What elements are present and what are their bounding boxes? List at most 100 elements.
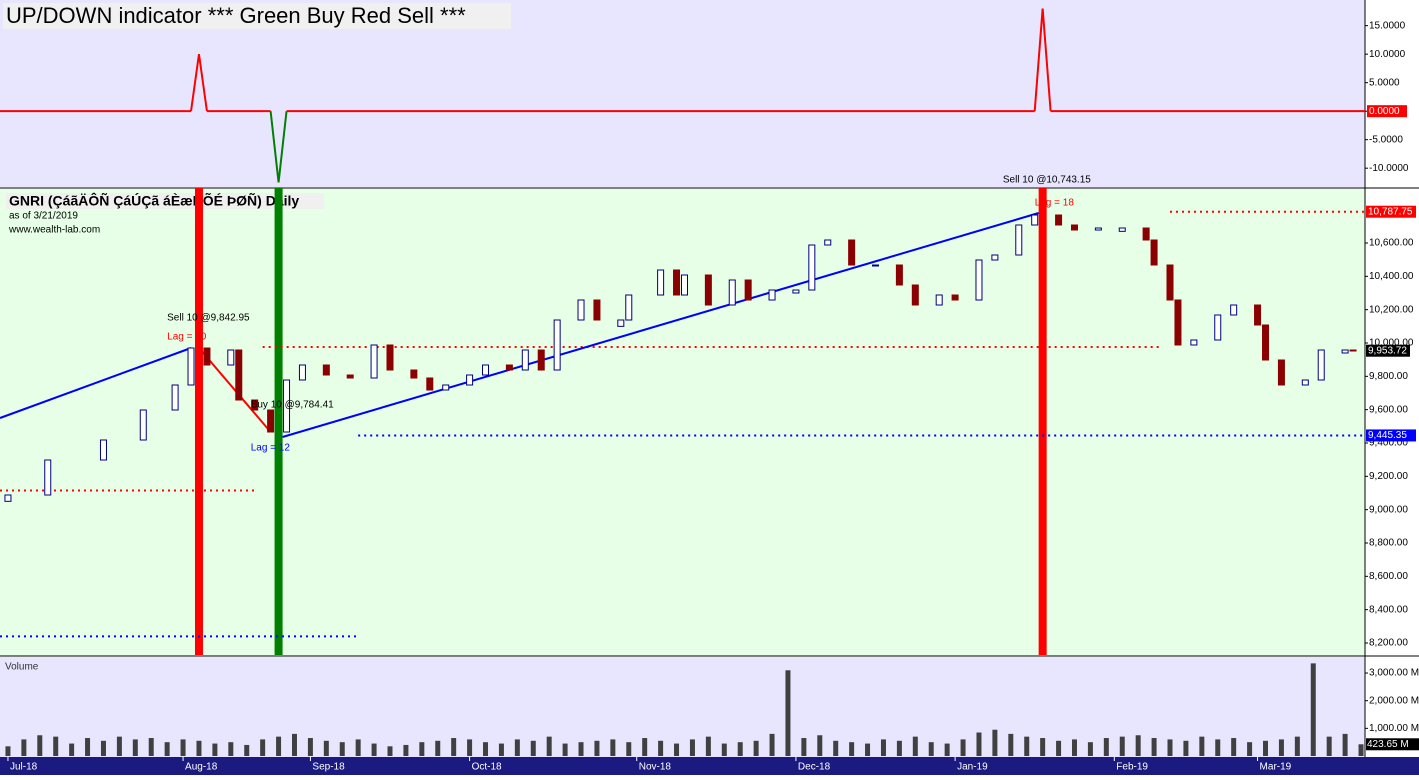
candle xyxy=(673,269,681,296)
candle xyxy=(1070,224,1078,231)
title-bg xyxy=(6,193,324,209)
candle xyxy=(951,294,959,301)
candle xyxy=(593,299,601,321)
y-tick-label: 2,000.00 M xyxy=(1369,695,1419,706)
candle xyxy=(1230,304,1238,316)
y-tick-label: 9,600.00 xyxy=(1369,404,1408,415)
candle xyxy=(1317,349,1325,381)
volume-bar xyxy=(212,743,218,756)
volume-bar xyxy=(1215,739,1221,756)
x-tick-label: Nov-18 xyxy=(639,762,672,773)
volume-bar xyxy=(419,742,425,756)
volume-bar xyxy=(291,733,297,756)
volume-bar xyxy=(594,740,600,756)
x-tick-label: Aug-18 xyxy=(185,762,218,773)
candle xyxy=(1118,227,1126,232)
price-pane xyxy=(0,189,1365,656)
x-tick-label: Feb-19 xyxy=(1116,762,1148,773)
volume-bar xyxy=(1231,738,1237,756)
volume-bar xyxy=(21,739,27,756)
y-tick-label: 9,400.00 xyxy=(1369,438,1408,449)
price-subtitle: as of 3/21/2019 xyxy=(9,211,78,222)
volume-bar xyxy=(674,743,680,756)
volume-bar xyxy=(339,742,345,756)
volume-bar xyxy=(896,740,902,756)
candle xyxy=(442,384,450,391)
candle xyxy=(203,347,211,366)
candle xyxy=(537,349,545,371)
candle xyxy=(895,264,903,286)
volume-bar xyxy=(260,739,266,756)
volume-title: Volume xyxy=(5,662,39,673)
volume-bar xyxy=(1087,742,1093,756)
candle xyxy=(975,259,983,301)
volume-bar xyxy=(944,743,950,756)
candle xyxy=(1254,304,1262,326)
volume-bar xyxy=(912,736,918,756)
y-tick-label: 3,000.00 M xyxy=(1369,668,1419,679)
last-label-bg xyxy=(1366,738,1419,751)
candle xyxy=(482,364,490,376)
volume-bar xyxy=(498,743,504,756)
volume-bar xyxy=(1119,736,1125,756)
candle xyxy=(505,364,513,371)
volume-bar xyxy=(387,746,393,756)
volume-bar xyxy=(1342,733,1348,756)
volume-bar xyxy=(100,740,106,756)
volume-bar xyxy=(1294,736,1300,756)
candle xyxy=(1341,349,1349,354)
volume-bar xyxy=(992,729,998,756)
candle xyxy=(1349,349,1357,352)
volume-bar xyxy=(801,738,807,756)
volume-bar xyxy=(164,742,170,756)
volume-bar xyxy=(705,736,711,756)
y-tick-label: 10.0000 xyxy=(1369,49,1406,60)
level-label-bg xyxy=(1366,429,1416,442)
title-bg xyxy=(3,3,511,29)
candle xyxy=(1166,264,1174,301)
level-label-bg xyxy=(1366,205,1416,218)
signal-bar xyxy=(194,188,203,655)
volume-bar xyxy=(196,740,202,756)
x-tick-label: Jul-18 xyxy=(10,762,38,773)
volume-bar xyxy=(371,743,377,756)
y-tick-label: 8,600.00 xyxy=(1369,571,1408,582)
x-tick-label: Mar-19 xyxy=(1260,762,1292,773)
candle xyxy=(139,409,147,441)
volume-bar xyxy=(1103,738,1109,756)
level-label: 9,445.35 xyxy=(1368,430,1407,441)
indicator-segment xyxy=(190,54,200,112)
candle xyxy=(848,239,856,266)
volume-bar xyxy=(737,742,743,756)
candle xyxy=(1142,227,1150,241)
y-tick-label: 10,400.00 xyxy=(1369,271,1414,282)
candle xyxy=(625,294,633,321)
volume-bar xyxy=(85,738,91,756)
candle xyxy=(4,494,12,502)
volume-bar xyxy=(1199,736,1205,756)
candle xyxy=(426,377,434,391)
volume-bar xyxy=(785,670,791,756)
volume-bar xyxy=(753,740,759,756)
volume-bar xyxy=(1247,742,1253,756)
candle xyxy=(44,459,52,496)
y-tick-label: 10,600.00 xyxy=(1369,238,1414,249)
candle xyxy=(322,364,330,376)
annotation: Sell 10 @10,743.15 xyxy=(1003,175,1091,186)
volume-bar xyxy=(976,732,982,756)
candle xyxy=(466,374,474,386)
volume-bar xyxy=(467,739,473,756)
volume-bar xyxy=(880,739,886,756)
volume-bar xyxy=(1135,735,1141,756)
candle xyxy=(824,239,832,246)
y-tick-label: 8,200.00 xyxy=(1369,638,1408,649)
y-tick-label: 15.0000 xyxy=(1369,20,1406,31)
candle xyxy=(1277,359,1285,386)
volume-bar xyxy=(514,739,520,756)
tick-highlight xyxy=(1367,105,1407,118)
volume-bar xyxy=(451,738,457,756)
volume-bar xyxy=(1040,738,1046,756)
volume-bar xyxy=(960,739,966,756)
volume-bar xyxy=(228,742,234,756)
